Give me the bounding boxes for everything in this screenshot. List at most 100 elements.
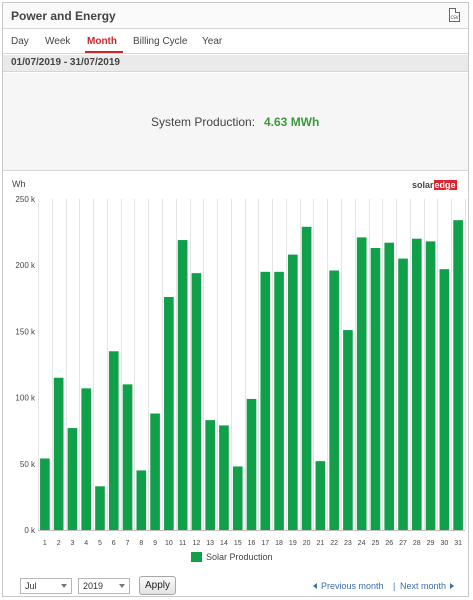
x-tick-label: 7 xyxy=(126,540,130,547)
tab-year[interactable]: Year xyxy=(202,36,223,47)
bar xyxy=(67,428,78,530)
x-tick-label: 4 xyxy=(84,540,88,547)
bar xyxy=(315,461,326,530)
bar xyxy=(384,242,395,530)
summary-box: System Production: 4.63 MWh xyxy=(3,73,468,171)
month-select-value: Jul xyxy=(25,581,37,591)
month-select[interactable]: Jul xyxy=(20,578,72,594)
bar xyxy=(411,238,422,530)
chart-unit-label: Wh xyxy=(12,179,26,189)
bar xyxy=(81,388,92,530)
x-tick-label: 15 xyxy=(234,540,242,547)
y-tick-label: 250 k xyxy=(15,195,36,204)
x-tick-label: 27 xyxy=(399,540,407,547)
legend-label: Solar Production xyxy=(206,552,273,562)
bar xyxy=(205,420,215,530)
x-tick-label: 1 xyxy=(43,540,47,547)
x-tick-label: 2 xyxy=(57,540,61,547)
x-tick-label: 18 xyxy=(275,540,283,547)
panel-title: Power and Energy xyxy=(11,9,116,23)
x-tick-label: 5 xyxy=(98,540,102,547)
tab-month[interactable]: Month xyxy=(87,36,117,47)
bar xyxy=(122,384,133,530)
bar xyxy=(343,330,353,530)
bar xyxy=(246,398,257,530)
x-tick-label: 11 xyxy=(179,540,186,547)
tab-active-underline xyxy=(85,51,123,53)
year-select-value: 2019 xyxy=(83,581,104,591)
chevron-down-icon xyxy=(119,584,125,588)
x-tick-label: 3 xyxy=(70,540,74,547)
bar xyxy=(356,237,367,530)
bar xyxy=(53,377,64,530)
system-production-label: System Production: xyxy=(151,115,256,129)
x-tick-label: 25 xyxy=(372,540,380,547)
bar xyxy=(274,271,284,530)
y-tick-label: 0 k xyxy=(24,526,36,535)
tab-week[interactable]: Week xyxy=(45,36,71,47)
x-tick-label: 8 xyxy=(139,540,143,547)
x-tick-label: 16 xyxy=(248,540,256,547)
bar xyxy=(288,254,298,530)
panel-header: Power and Energy CSV xyxy=(3,3,468,29)
date-range-text: 01/07/2019 - 31/07/2019 xyxy=(11,57,120,68)
brand-part-solar: solar xyxy=(412,180,434,190)
next-month-label: Next month xyxy=(400,581,447,591)
bar xyxy=(425,241,436,531)
x-tick-label: 24 xyxy=(358,540,366,547)
x-tick-label: 14 xyxy=(220,540,228,547)
footer-controls: Jul 2019 Apply Previous month | Next mon… xyxy=(3,573,468,598)
brand-part-edge: edge xyxy=(433,180,457,190)
x-tick-label: 28 xyxy=(413,540,421,547)
y-tick-label: 100 k xyxy=(15,394,36,403)
triangle-left-icon xyxy=(313,583,317,589)
nav-separator: | xyxy=(393,581,396,591)
bar xyxy=(136,470,147,530)
bar xyxy=(398,258,408,530)
tab-day[interactable]: Day xyxy=(11,36,29,47)
x-tick-label: 19 xyxy=(289,540,297,547)
previous-month-link[interactable]: Previous month xyxy=(313,581,384,591)
x-tick-label: 23 xyxy=(344,540,352,547)
bar xyxy=(453,220,463,530)
next-month-link[interactable]: Next month xyxy=(400,581,455,591)
bar xyxy=(232,466,243,530)
previous-month-label: Previous month xyxy=(321,581,384,591)
triangle-right-icon xyxy=(450,583,455,589)
bar xyxy=(191,273,202,530)
x-tick-label: 29 xyxy=(427,540,435,547)
x-tick-label: 30 xyxy=(440,540,448,547)
chart-legend: Solar Production xyxy=(191,552,273,562)
x-tick-label: 21 xyxy=(316,540,324,547)
x-tick-label: 13 xyxy=(206,540,214,547)
solaredge-logo: solaredge xyxy=(412,180,457,190)
period-tabs: Day Week Month Billing Cycle Year xyxy=(3,30,468,54)
x-tick-label: 31 xyxy=(454,540,462,547)
x-tick-label: 12 xyxy=(193,540,201,547)
tab-billing-cycle[interactable]: Billing Cycle xyxy=(133,36,188,47)
x-tick-label: 17 xyxy=(261,540,269,547)
y-tick-label: 50 k xyxy=(20,460,36,469)
bar xyxy=(219,425,229,530)
x-tick-label: 22 xyxy=(330,540,338,547)
x-tick-label: 6 xyxy=(112,540,116,547)
chevron-down-icon xyxy=(61,584,67,588)
power-energy-panel: Power and Energy CSV Day Week Month Bill… xyxy=(2,2,469,597)
system-production-value: 4.63 MWh xyxy=(264,115,320,129)
legend-swatch xyxy=(191,552,202,562)
bar xyxy=(164,296,174,530)
bar xyxy=(329,270,339,530)
bar xyxy=(370,247,381,530)
date-range-bar: 01/07/2019 - 31/07/2019 xyxy=(3,55,468,72)
year-select[interactable]: 2019 xyxy=(78,578,130,594)
x-tick-label: 10 xyxy=(165,540,173,547)
x-tick-label: 26 xyxy=(385,540,393,547)
y-tick-label: 150 k xyxy=(15,327,36,336)
bar xyxy=(95,486,105,530)
csv-icon-label: CSV xyxy=(450,15,459,20)
y-tick-label: 200 k xyxy=(15,261,36,270)
csv-export-icon[interactable]: CSV xyxy=(449,8,460,22)
bar xyxy=(439,269,450,530)
apply-button[interactable]: Apply xyxy=(139,576,176,595)
bar xyxy=(40,458,50,530)
